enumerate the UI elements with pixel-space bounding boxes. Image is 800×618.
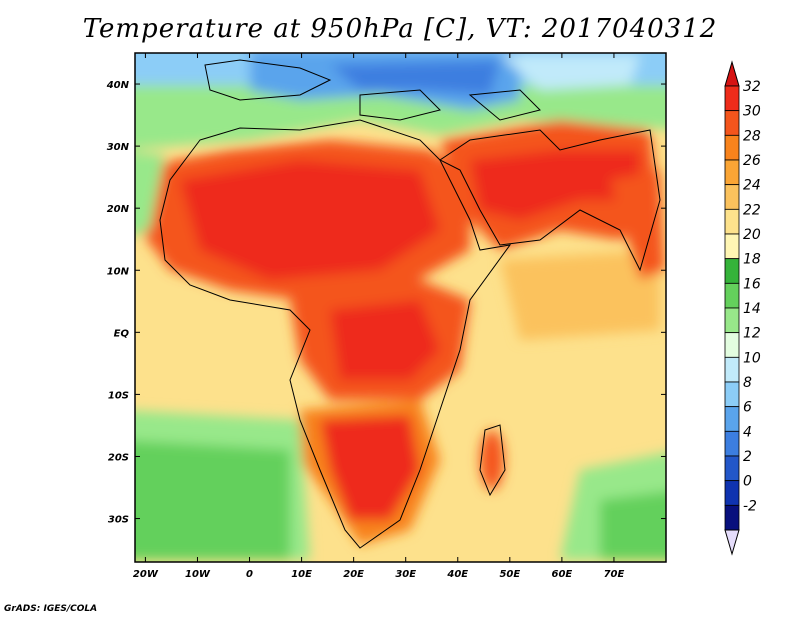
colorbar-segment: [724, 430, 740, 457]
colorbar-label: -2: [743, 498, 757, 514]
lon-tick-label: 20E: [343, 569, 364, 580]
lat-tick-label: 20N: [107, 204, 130, 215]
map-frame: [134, 52, 667, 563]
colorbar-segment: [724, 356, 740, 383]
colorbar-label: 2: [743, 449, 752, 465]
longitude-axis: 20W 10W 0 10E 20E 30E 40E 50E 60E 70E: [133, 53, 625, 580]
lon-tick-label: 60E: [552, 569, 573, 580]
colorbar-label: 26: [743, 153, 761, 169]
lon-tick-label: 20W: [133, 569, 159, 580]
colorbar-segment: [724, 258, 740, 284]
colorbar-segment: [724, 85, 740, 112]
colorbar-segment: [724, 134, 740, 161]
colorbar-segment: [724, 110, 740, 136]
lat-tick-label: 20S: [108, 452, 129, 463]
colorbar-label: 4: [743, 424, 752, 440]
colorbar-segment: [724, 184, 740, 210]
lon-tick-label: 40E: [446, 569, 468, 580]
colorbar-segment: [724, 381, 740, 408]
colorbar-label: 28: [743, 128, 761, 144]
colorbar-label: 6: [743, 400, 752, 416]
colorbar-segment: [724, 307, 740, 334]
lat-tick-label: 10S: [108, 390, 129, 401]
colorbar-segment: [724, 504, 740, 531]
lon-tick-label: 50E: [499, 569, 520, 580]
colorbar-label: 12: [743, 326, 761, 342]
latitude-axis: 40N 30N 20N 10N EQ 10S 20S 30S: [106, 80, 666, 526]
lon-tick-label: 0: [246, 569, 253, 580]
lat-tick-label: 30S: [108, 515, 129, 526]
colorbar-segment: [724, 455, 740, 482]
colorbar-segment: [724, 332, 740, 358]
colorbar-label: 30: [743, 104, 761, 120]
colorbar-label: 16: [743, 276, 761, 292]
colorbar-label: 8: [743, 375, 752, 391]
lon-tick-label: 10E: [291, 569, 312, 580]
map-title: Temperature at 950hPa [C], VT: 201704031…: [82, 14, 718, 44]
colorbar-label: 18: [743, 252, 761, 268]
colorbar-segment: [724, 159, 740, 186]
colorbar-label: 14: [743, 301, 761, 317]
colorbar-segment: [724, 208, 740, 235]
lat-tick-label: EQ: [114, 328, 130, 339]
lon-tick-label: 30E: [395, 569, 416, 580]
colorbar-bottom-arrow: [724, 529, 740, 556]
credit-text: GrADS: IGES/COLA: [4, 604, 98, 614]
colorbar-label: 20: [743, 227, 761, 243]
colorbar-top-arrow: [724, 60, 740, 87]
colorbar-label: 10: [743, 350, 761, 366]
colorbar-label: 22: [743, 202, 761, 218]
colorbar-segment: [724, 406, 740, 432]
colorbar-segment: [724, 282, 740, 309]
lat-tick-label: 30N: [107, 142, 130, 153]
temperature-field: [135, 53, 666, 562]
lat-tick-label: 10N: [107, 266, 130, 277]
coastlines: [159, 59, 661, 549]
lat-tick-label: 40N: [106, 80, 130, 91]
lon-tick-label: 10W: [185, 569, 211, 580]
colorbar-segment: [724, 233, 740, 260]
colorbar-label: 24: [743, 178, 761, 194]
lon-tick-label: 70E: [604, 569, 625, 580]
colorbar-label: 32: [743, 79, 761, 95]
colorbar-label: 0: [743, 474, 752, 490]
colorbar-segment: [724, 480, 740, 506]
